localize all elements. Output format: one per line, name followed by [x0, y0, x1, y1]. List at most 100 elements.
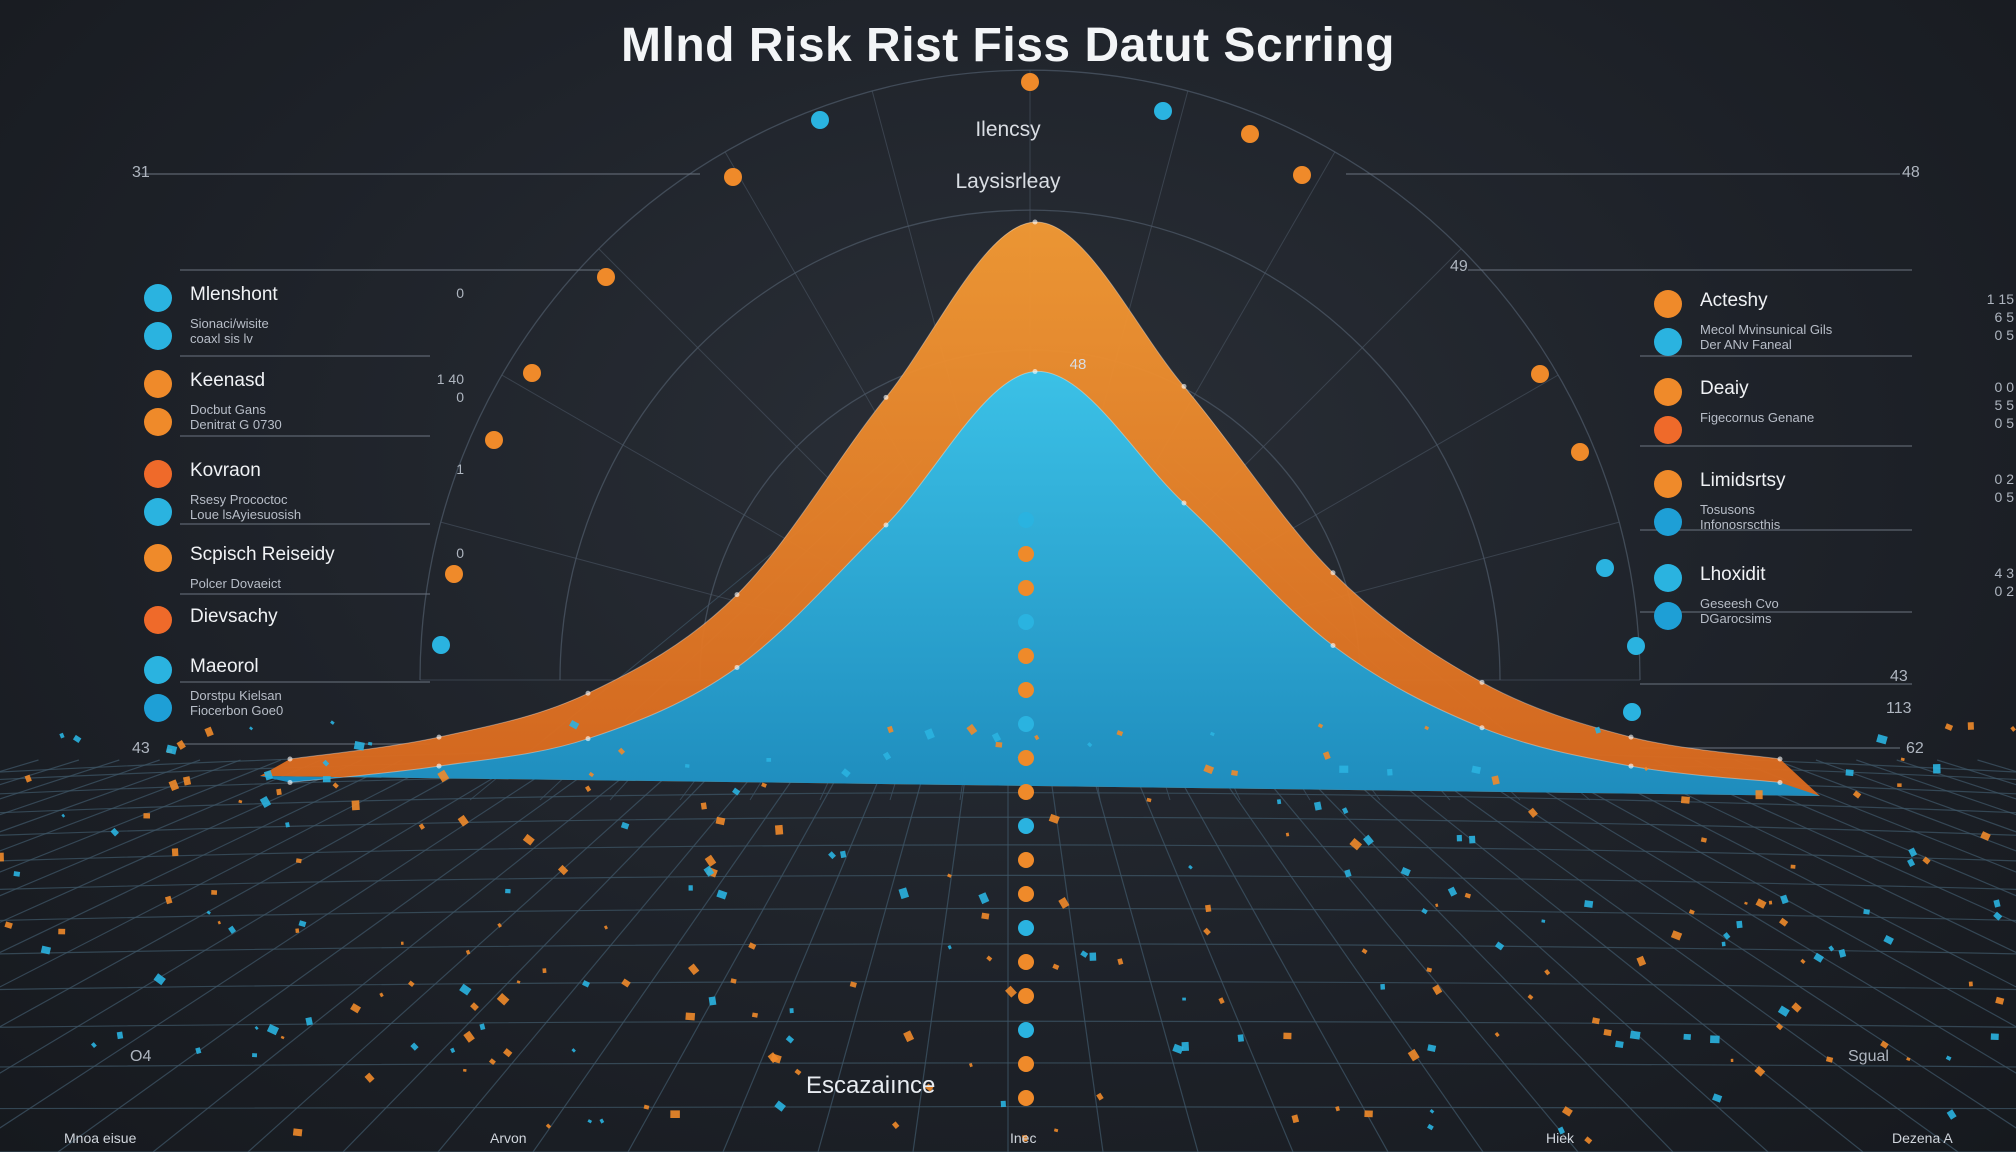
particle [116, 1031, 124, 1040]
particle [259, 795, 272, 809]
particle [1117, 958, 1124, 965]
particle [785, 1035, 795, 1044]
edge-label-left-bottom: 43 [132, 740, 150, 757]
grid-line-vertical [1815, 759, 2016, 833]
particle [1863, 908, 1870, 915]
particle [981, 912, 990, 920]
legend-name-right-2: Limidsrtsy [1700, 470, 1786, 491]
particle [839, 850, 847, 859]
particle [1730, 1058, 1734, 1063]
grid-line-vertical [627, 759, 847, 1152]
particle [995, 741, 1003, 748]
series-0-point-6 [1181, 383, 1187, 389]
particle [557, 864, 569, 876]
particle [1344, 869, 1352, 878]
particle [828, 851, 836, 860]
particle [1364, 1110, 1373, 1118]
particle [1080, 950, 1089, 958]
particle [252, 1053, 258, 1058]
particle [410, 1042, 419, 1051]
particle [1584, 1136, 1593, 1145]
particle [143, 813, 151, 819]
series-0-point-5 [1032, 219, 1038, 225]
particle [688, 885, 693, 891]
particle [168, 779, 180, 792]
series-0-point-3 [734, 592, 740, 598]
series-0-point-10 [1777, 756, 1783, 762]
particle [704, 854, 717, 867]
particle [1407, 1048, 1420, 1062]
particle [715, 816, 726, 826]
edge-label-far-right: Sgual [1848, 1048, 1889, 1065]
particle [1052, 963, 1060, 971]
bottom-label-4: Hiek [1546, 1130, 1575, 1146]
particle [1464, 892, 1472, 899]
series-1-point-4 [883, 522, 889, 528]
series-1-point-6 [1181, 500, 1187, 506]
particle [1907, 858, 1916, 868]
grid-line-vertical [57, 759, 605, 1152]
particle [1683, 1033, 1691, 1041]
particle [171, 848, 179, 857]
particle [1421, 908, 1428, 915]
grid-line-vertical [1249, 759, 1579, 1152]
particle [1427, 1044, 1437, 1053]
particle [1561, 1106, 1573, 1117]
grid-line-vertical [1411, 759, 1959, 1152]
particle [1744, 901, 1748, 905]
grid-line-vertical [0, 759, 484, 1028]
particle [2010, 725, 2016, 732]
particle [774, 1100, 786, 1112]
center-column-dot [1018, 954, 1034, 970]
particle [450, 1047, 456, 1054]
particle [59, 732, 65, 739]
grid-line-vertical [0, 759, 80, 786]
particle [730, 978, 737, 984]
particle [1053, 1128, 1059, 1133]
particle [238, 799, 243, 804]
grid-line-vertical [0, 759, 201, 833]
particle [463, 1030, 475, 1043]
particle [4, 921, 13, 929]
scatter-particles [0, 512, 2016, 1145]
grid-line-vertical [722, 759, 888, 1152]
grid-line-vertical [0, 759, 362, 923]
particle [254, 1025, 259, 1031]
series-0-point-2 [585, 690, 591, 696]
particle [621, 978, 631, 988]
grid-line-vertical [1452, 759, 2016, 1129]
particle [1800, 958, 1806, 964]
particle [1721, 941, 1726, 947]
legend-dot-right-2 [1654, 470, 1682, 498]
ring-dot [1571, 443, 1589, 461]
particle [1880, 1040, 1889, 1049]
edge-label-right-extra2: 113 [1886, 700, 1912, 717]
particle [1146, 797, 1152, 803]
grid-line-vertical [1290, 759, 1674, 1152]
particle [685, 1012, 696, 1021]
particle [90, 1042, 97, 1049]
particle [437, 769, 450, 783]
legend-desc-left-0: Sionaci/wisite coaxl sis lv [190, 316, 269, 346]
particle [1058, 897, 1070, 909]
bottom-label-5: Dezena A [1892, 1130, 1953, 1146]
particle [295, 858, 302, 864]
grid-line-vertical [0, 759, 39, 773]
bottom-label-3: Inec [1010, 1130, 1037, 1146]
grid-line-vertical [1977, 759, 2016, 773]
legend-dot-secondary-right-1 [1654, 416, 1682, 444]
particle [1594, 726, 1601, 734]
particle [1946, 1109, 1957, 1120]
particle [1944, 723, 1954, 731]
legend-dot-left-0 [144, 284, 172, 312]
particle [1688, 909, 1695, 915]
particle [986, 955, 993, 962]
particle [465, 949, 471, 955]
center-column-dot [1018, 886, 1034, 902]
particle [716, 889, 728, 900]
legend-value-left-1: 1 40 0 [436, 371, 464, 405]
grid-line-vertical [1169, 759, 1389, 1152]
center-column-dot [1018, 988, 1034, 1004]
particle [292, 1128, 303, 1137]
series-1-point-0 [287, 780, 293, 786]
